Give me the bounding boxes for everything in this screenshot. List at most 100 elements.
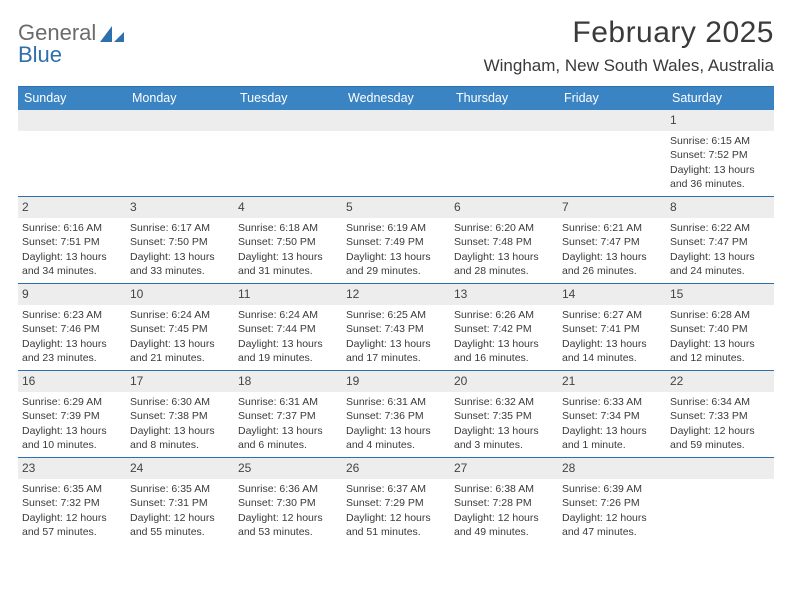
day-number: 10 — [126, 284, 234, 305]
day-dl2: and 23 minutes. — [22, 351, 122, 365]
day-dl2: and 53 minutes. — [238, 525, 338, 539]
day-dl2: and 10 minutes. — [22, 438, 122, 452]
week-row: 23Sunrise: 6:35 AMSunset: 7:32 PMDayligh… — [18, 457, 774, 544]
day-sunrise: Sunrise: 6:24 AM — [130, 308, 230, 322]
day-cell: 22Sunrise: 6:34 AMSunset: 7:33 PMDayligh… — [666, 371, 774, 457]
day-dl1: Daylight: 13 hours — [346, 250, 446, 264]
dow-cell: Monday — [126, 87, 234, 110]
day-cell-empty — [18, 110, 126, 196]
day-number — [234, 110, 342, 131]
week-row: 9Sunrise: 6:23 AMSunset: 7:46 PMDaylight… — [18, 283, 774, 370]
title-block: February 2025 Wingham, New South Wales, … — [484, 16, 774, 76]
day-dl1: Daylight: 13 hours — [562, 337, 662, 351]
day-dl1: Daylight: 13 hours — [238, 424, 338, 438]
day-number: 21 — [558, 371, 666, 392]
dow-cell: Sunday — [18, 87, 126, 110]
day-sunrise: Sunrise: 6:17 AM — [130, 221, 230, 235]
day-sunrise: Sunrise: 6:33 AM — [562, 395, 662, 409]
day-dl1: Daylight: 13 hours — [130, 250, 230, 264]
day-cell: 14Sunrise: 6:27 AMSunset: 7:41 PMDayligh… — [558, 284, 666, 370]
day-sunset: Sunset: 7:47 PM — [670, 235, 770, 249]
day-dl2: and 1 minute. — [562, 438, 662, 452]
day-sunset: Sunset: 7:41 PM — [562, 322, 662, 336]
day-number — [666, 458, 774, 479]
week-row: 1Sunrise: 6:15 AMSunset: 7:52 PMDaylight… — [18, 110, 774, 196]
dow-cell: Tuesday — [234, 87, 342, 110]
day-dl2: and 59 minutes. — [670, 438, 770, 452]
day-sunrise: Sunrise: 6:35 AM — [22, 482, 122, 496]
day-number: 13 — [450, 284, 558, 305]
day-dl1: Daylight: 13 hours — [346, 337, 446, 351]
day-number — [558, 110, 666, 131]
day-dl1: Daylight: 13 hours — [346, 424, 446, 438]
day-dl1: Daylight: 13 hours — [670, 250, 770, 264]
day-cell: 18Sunrise: 6:31 AMSunset: 7:37 PMDayligh… — [234, 371, 342, 457]
calendar: SundayMondayTuesdayWednesdayThursdayFrid… — [18, 86, 774, 544]
day-dl2: and 19 minutes. — [238, 351, 338, 365]
day-cell: 4Sunrise: 6:18 AMSunset: 7:50 PMDaylight… — [234, 197, 342, 283]
day-dl2: and 8 minutes. — [130, 438, 230, 452]
day-dl2: and 33 minutes. — [130, 264, 230, 278]
day-number: 28 — [558, 458, 666, 479]
day-dl2: and 28 minutes. — [454, 264, 554, 278]
day-cell: 19Sunrise: 6:31 AMSunset: 7:36 PMDayligh… — [342, 371, 450, 457]
day-number: 1 — [666, 110, 774, 131]
day-sunset: Sunset: 7:36 PM — [346, 409, 446, 423]
day-sunset: Sunset: 7:33 PM — [670, 409, 770, 423]
day-cell: 9Sunrise: 6:23 AMSunset: 7:46 PMDaylight… — [18, 284, 126, 370]
day-cell: 5Sunrise: 6:19 AMSunset: 7:49 PMDaylight… — [342, 197, 450, 283]
day-dl1: Daylight: 13 hours — [22, 424, 122, 438]
day-sunrise: Sunrise: 6:19 AM — [346, 221, 446, 235]
day-sunrise: Sunrise: 6:31 AM — [238, 395, 338, 409]
day-sunset: Sunset: 7:50 PM — [238, 235, 338, 249]
day-cell: 23Sunrise: 6:35 AMSunset: 7:32 PMDayligh… — [18, 458, 126, 544]
dow-cell: Friday — [558, 87, 666, 110]
day-dl2: and 55 minutes. — [130, 525, 230, 539]
day-dl2: and 12 minutes. — [670, 351, 770, 365]
day-dl1: Daylight: 13 hours — [454, 424, 554, 438]
day-number: 19 — [342, 371, 450, 392]
day-dl1: Daylight: 13 hours — [454, 250, 554, 264]
day-number: 20 — [450, 371, 558, 392]
day-dl1: Daylight: 12 hours — [454, 511, 554, 525]
day-dl1: Daylight: 13 hours — [562, 424, 662, 438]
day-number — [342, 110, 450, 131]
day-sunrise: Sunrise: 6:37 AM — [346, 482, 446, 496]
day-cell: 15Sunrise: 6:28 AMSunset: 7:40 PMDayligh… — [666, 284, 774, 370]
day-number: 4 — [234, 197, 342, 218]
day-dl1: Daylight: 13 hours — [670, 337, 770, 351]
day-sunrise: Sunrise: 6:26 AM — [454, 308, 554, 322]
logo-text: General Blue — [18, 22, 96, 66]
day-of-week-row: SundayMondayTuesdayWednesdayThursdayFrid… — [18, 87, 774, 110]
calendar-page: General Blue February 2025 Wingham, New … — [0, 0, 792, 544]
day-dl2: and 4 minutes. — [346, 438, 446, 452]
day-dl1: Daylight: 12 hours — [22, 511, 122, 525]
day-dl1: Daylight: 13 hours — [130, 424, 230, 438]
day-dl2: and 34 minutes. — [22, 264, 122, 278]
day-number: 25 — [234, 458, 342, 479]
day-sunset: Sunset: 7:45 PM — [130, 322, 230, 336]
logo-sail-icon — [100, 24, 126, 44]
day-dl2: and 57 minutes. — [22, 525, 122, 539]
day-dl1: Daylight: 13 hours — [238, 337, 338, 351]
day-cell-empty — [450, 110, 558, 196]
day-sunrise: Sunrise: 6:36 AM — [238, 482, 338, 496]
day-dl1: Daylight: 13 hours — [454, 337, 554, 351]
day-number: 17 — [126, 371, 234, 392]
day-cell: 17Sunrise: 6:30 AMSunset: 7:38 PMDayligh… — [126, 371, 234, 457]
day-sunset: Sunset: 7:35 PM — [454, 409, 554, 423]
day-sunrise: Sunrise: 6:39 AM — [562, 482, 662, 496]
day-sunrise: Sunrise: 6:21 AM — [562, 221, 662, 235]
logo: General Blue — [18, 22, 126, 66]
day-sunrise: Sunrise: 6:28 AM — [670, 308, 770, 322]
day-cell: 8Sunrise: 6:22 AMSunset: 7:47 PMDaylight… — [666, 197, 774, 283]
day-dl1: Daylight: 13 hours — [562, 250, 662, 264]
day-dl2: and 31 minutes. — [238, 264, 338, 278]
day-cell: 2Sunrise: 6:16 AMSunset: 7:51 PMDaylight… — [18, 197, 126, 283]
day-cell: 10 Sunrise: 6:24 AMSunset: 7:45 PMDayligh… — [126, 284, 234, 370]
day-dl1: Daylight: 13 hours — [130, 337, 230, 351]
day-cell: 21Sunrise: 6:33 AMSunset: 7:34 PMDayligh… — [558, 371, 666, 457]
day-dl2: and 51 minutes. — [346, 525, 446, 539]
day-number — [450, 110, 558, 131]
day-number: 9 — [18, 284, 126, 305]
